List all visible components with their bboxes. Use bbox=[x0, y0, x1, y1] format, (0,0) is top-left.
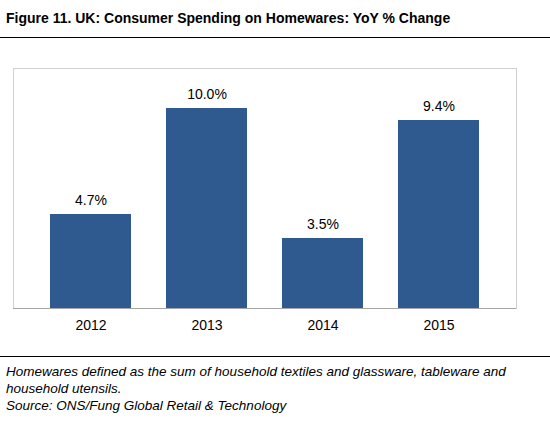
svg-text:3.5%: 3.5% bbox=[307, 216, 339, 232]
svg-text:2015: 2015 bbox=[423, 317, 454, 333]
svg-text:2012: 2012 bbox=[75, 317, 106, 333]
svg-text:9.4%: 9.4% bbox=[423, 98, 455, 114]
svg-text:2014: 2014 bbox=[307, 317, 338, 333]
svg-text:4.7%: 4.7% bbox=[75, 192, 107, 208]
svg-text:10.0%: 10.0% bbox=[187, 86, 227, 102]
html-text:Source: ONS/Fung Global Retail: Source: ONS/Fung Global Retail & Technol… bbox=[6, 398, 287, 413]
svg-text:2013: 2013 bbox=[191, 317, 222, 333]
html-text:Figure 11. UK: Consumer Spendi: Figure 11. UK: Consumer Spending on Home… bbox=[6, 10, 451, 26]
html-text:Homewares defined as the sum o: Homewares defined as the sum of househol… bbox=[6, 364, 506, 396]
